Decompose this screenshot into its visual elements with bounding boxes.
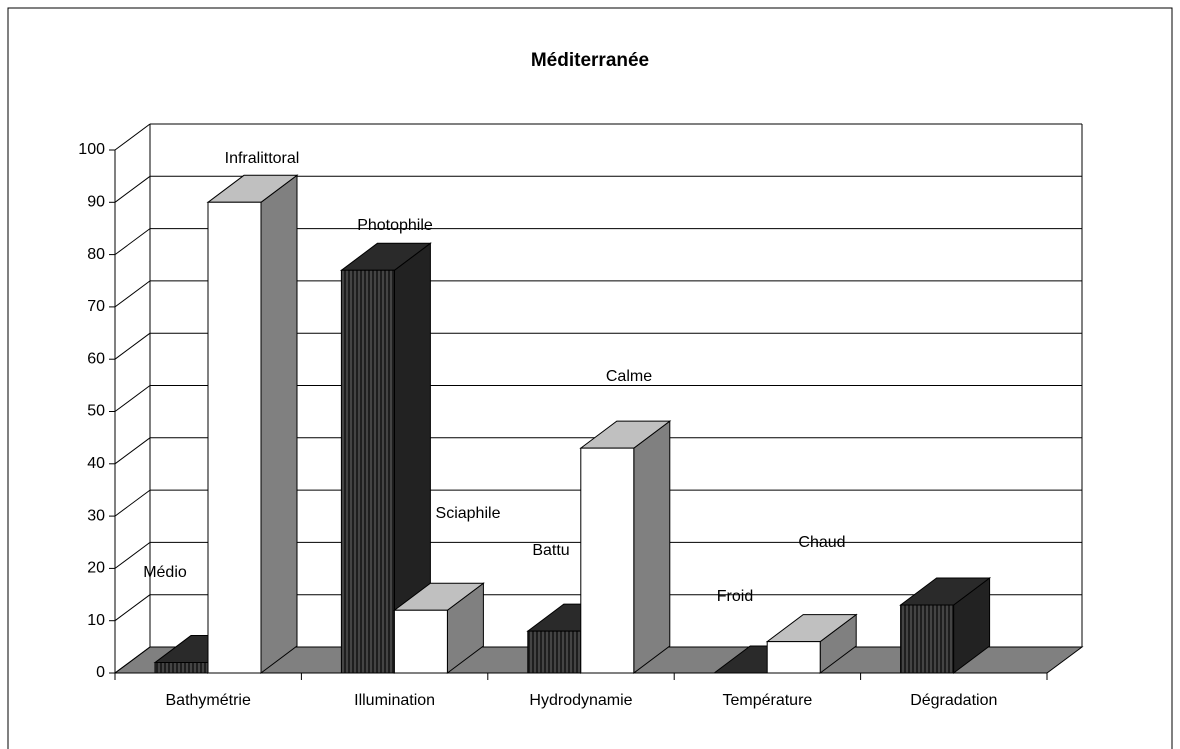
bar-face [340, 269, 395, 674]
bar-face [766, 641, 821, 674]
grid-line [114, 646, 151, 674]
grid-line [114, 175, 151, 203]
y-tick-label: 60 [87, 350, 105, 367]
grid-line [114, 437, 151, 465]
data-label: Sciaphile [436, 505, 501, 522]
x-tick-label: Bathymétrie [166, 692, 251, 709]
data-label: Chaud [798, 534, 845, 551]
x-tick-label: Dégradation [910, 692, 997, 709]
bar [206, 174, 299, 674]
bar-face [633, 420, 671, 674]
bar-face [154, 662, 209, 674]
bar [579, 420, 672, 674]
x-tick-label: Température [722, 692, 812, 709]
y-tick-label: 30 [87, 507, 105, 524]
grid-line [114, 594, 151, 622]
y-tick-label: 10 [87, 612, 105, 629]
bar-face [393, 609, 448, 674]
data-label: Battu [532, 542, 569, 559]
data-label: Photophile [357, 217, 433, 234]
bar [899, 577, 992, 674]
data-label: Infralittoral [225, 150, 300, 167]
y-tick-label: 20 [87, 560, 105, 577]
bar-face [580, 447, 635, 674]
chart-title: Méditerranée [531, 50, 649, 71]
grid-line [114, 332, 151, 360]
bar [765, 613, 858, 674]
bar [392, 582, 485, 674]
data-label: Calme [606, 368, 652, 385]
y-tick-label: 100 [78, 141, 105, 158]
y-tick-label: 90 [87, 194, 105, 211]
x-tick-label: Illumination [354, 692, 435, 709]
y-tick-label: 50 [87, 403, 105, 420]
bar-face [527, 630, 582, 674]
bar-face [207, 201, 262, 674]
y-tick-label: 40 [87, 455, 105, 472]
y-tick-label: 80 [87, 246, 105, 263]
grid-line [114, 228, 151, 256]
y-tick-label: 70 [87, 298, 105, 315]
grid-line [114, 123, 151, 151]
grid-line [114, 280, 151, 308]
grid-line [114, 541, 151, 569]
data-label: Froid [717, 588, 753, 605]
y-tick-label: 0 [96, 664, 105, 681]
bar-face [260, 174, 298, 674]
x-tick-label: Hydrodynamie [529, 692, 632, 709]
bar-face [900, 604, 955, 674]
data-label: Médio [143, 564, 187, 581]
grid-line [114, 489, 151, 517]
grid-line [114, 385, 151, 412]
